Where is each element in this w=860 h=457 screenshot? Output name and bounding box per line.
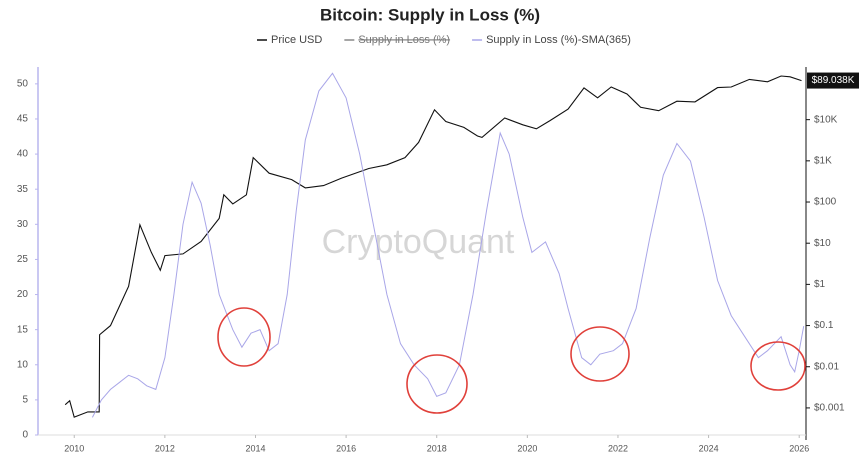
y-tick-label: 45 (17, 114, 29, 125)
x-tick-label: 2010 (64, 443, 84, 453)
y2-tick-label: $10 (814, 238, 831, 249)
y-tick-label: 15 (17, 324, 29, 335)
plot-area (64, 72, 805, 418)
series-line (64, 75, 802, 418)
legend-label: Supply in Loss (%) (358, 34, 450, 46)
y-tick-label: 0 (22, 430, 28, 441)
y-tick-label: 10 (17, 359, 29, 370)
x-tick-label: 2018 (427, 443, 447, 453)
highlight-circle (570, 326, 630, 382)
watermark: CryptoQuant (322, 223, 515, 261)
price-tag (807, 72, 859, 89)
x-tick-label: 2022 (608, 443, 628, 453)
y2-tick-label: $1K (814, 155, 832, 166)
y-tick-label: 20 (17, 289, 29, 300)
highlight-circle (406, 354, 468, 414)
y2-tick-label: $10K (814, 114, 838, 125)
highlight-circle (750, 341, 806, 391)
highlight-circle (217, 307, 271, 367)
y-tick-label: 25 (17, 254, 29, 265)
y-tick-label: 35 (17, 184, 29, 195)
highlights (217, 307, 806, 414)
chart-title: Bitcoin: Supply in Loss (%) (320, 5, 540, 24)
price-tag-label: $89.038K (812, 75, 855, 86)
x-tick-label: 2016 (336, 443, 356, 453)
y2-tick-label: $0.1 (814, 320, 834, 331)
y2-tick-label: $0.001 (814, 403, 845, 414)
x-tick-label: 2012 (155, 443, 175, 453)
y-tick-label: 50 (17, 78, 29, 89)
x-tick-label: 2014 (245, 443, 265, 453)
y-tick-label: 40 (17, 149, 29, 160)
y2-tick-label: $1 (814, 279, 826, 290)
y2-tick-label: $100 (814, 197, 837, 208)
y-tick-label: 5 (22, 395, 28, 406)
series-line (91, 72, 805, 418)
legend: Price USD Supply in Loss (%) Supply in Los… (257, 34, 631, 46)
x-tick-label: 2020 (517, 443, 537, 453)
legend-label: Price USD (271, 34, 322, 46)
y2-tick-label: $0.01 (814, 361, 839, 372)
x-tick-label: 2024 (699, 443, 719, 453)
x-tick-label: 2026 (789, 443, 809, 453)
y-tick-label: 30 (17, 219, 29, 230)
legend-label: Supply in Loss (%)-SMA(365) (486, 34, 631, 46)
